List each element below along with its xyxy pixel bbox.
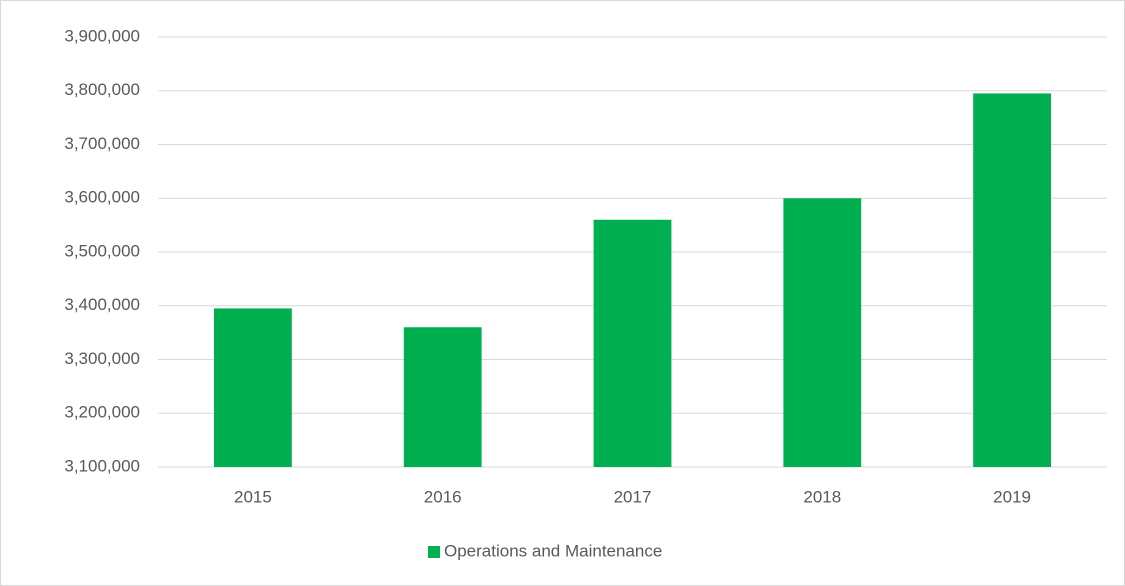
- legend-swatch: [428, 546, 440, 558]
- y-tick-label: 3,400,000: [64, 295, 140, 314]
- y-tick-label: 3,500,000: [64, 241, 140, 260]
- bar: [403, 327, 482, 467]
- y-tick-label: 3,600,000: [64, 188, 140, 207]
- x-tick-label: 2018: [803, 487, 841, 506]
- bar: [973, 93, 1052, 467]
- x-tick-label: 2019: [993, 487, 1031, 506]
- x-tick-label: 2016: [424, 487, 462, 506]
- x-tick-label: 2017: [614, 487, 652, 506]
- y-tick-label: 3,100,000: [64, 456, 140, 475]
- x-tick-label: 2015: [234, 487, 272, 506]
- y-tick-label: 3,200,000: [64, 403, 140, 422]
- y-tick-label: 3,700,000: [64, 134, 140, 153]
- y-tick-label: 3,800,000: [64, 80, 140, 99]
- y-tick-label: 3,300,000: [64, 349, 140, 368]
- bar: [783, 198, 862, 467]
- legend-label: Operations and Maintenance: [444, 541, 662, 560]
- y-tick-label: 3,900,000: [64, 26, 140, 45]
- bar: [213, 308, 292, 467]
- bar: [593, 219, 672, 467]
